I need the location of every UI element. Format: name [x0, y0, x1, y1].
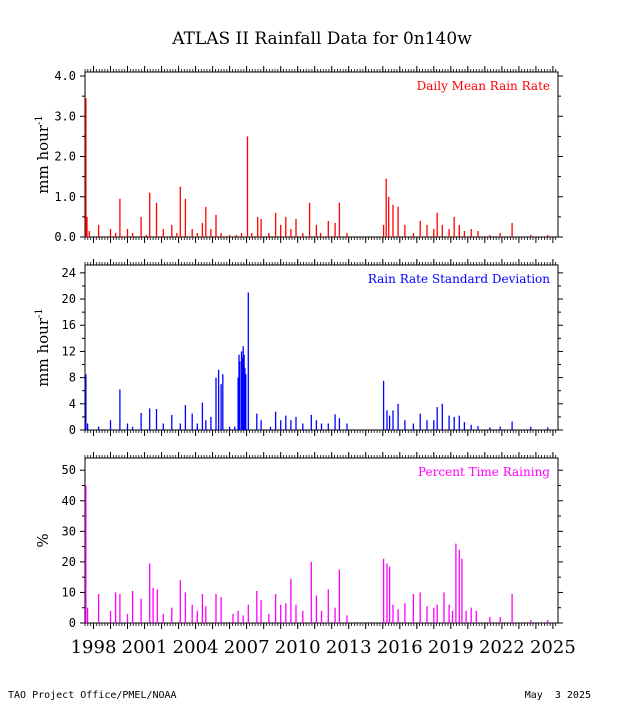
y-axis-label: % [34, 533, 52, 547]
y-tick-label: 16 [62, 318, 76, 332]
y-tick-label: 10 [62, 585, 76, 599]
y-tick-label: 24 [62, 266, 76, 280]
series-label: Daily Mean Rain Rate [417, 79, 550, 93]
panel-rain-std: 0 4 8 12 16 20 24 mm hour-1 Rain Rate Standard D… [34, 259, 563, 437]
x-minor-ticks [84, 452, 557, 629]
bars-rain-std [85, 292, 549, 430]
x-tick-label: 2007 [224, 637, 270, 658]
x-tick-label: 2001 [122, 637, 168, 658]
x-tick-label: 2016 [377, 637, 423, 658]
series-label: Rain Rate Standard Deviation [368, 272, 550, 286]
y-tick-label: 2.0 [54, 150, 76, 164]
y-tick-label: 8 [69, 371, 76, 385]
panels-group: 0.0 1.0 2.0 3.0 4.0 mm hour-1 Daily Mean Rain … [34, 66, 563, 630]
footer-credit: TAO Project Office/PMEL/NOAA [8, 690, 177, 701]
y-axis-label: mm hour-1 [34, 115, 52, 194]
y-tick-label: 20 [62, 292, 76, 306]
x-tick-label: 2004 [173, 637, 219, 658]
y-tick-label: 4.0 [54, 69, 76, 83]
bars-percent-raining [85, 485, 549, 623]
panel-frame [84, 264, 559, 431]
bars-rain-rate [85, 98, 549, 237]
y-tick-label: 3.0 [54, 109, 76, 123]
x-tick-label: 2022 [479, 637, 525, 658]
panel-frame [84, 457, 559, 624]
y-tick-label: 40 [62, 494, 76, 508]
panel-percent-raining: 0 10 20 30 40 50% Percent Time Raining [34, 452, 563, 630]
x-tick-label: 2019 [428, 637, 474, 658]
y-tick-label: 4 [69, 397, 76, 411]
y-tick-label: 20 [62, 555, 76, 569]
x-tick-label: 2013 [326, 637, 372, 658]
x-tick-label: 2010 [275, 637, 321, 658]
panel-rain-rate: 0.0 1.0 2.0 3.0 4.0 mm hour-1 Daily Mean Rain … [34, 66, 563, 244]
y-tick-label: 12 [62, 344, 76, 358]
x-axis: 1998 2001 2004 2007 2010 2013 2016 2019 2022 2025 [71, 637, 576, 658]
y-tick-label: 0.0 [54, 230, 76, 244]
footer-date: May 3 2025 [524, 690, 591, 701]
y-tick-label: 1.0 [54, 190, 76, 204]
panel-frame [84, 71, 559, 238]
x-tick-label: 2025 [530, 637, 576, 658]
x-tick-label: 1998 [71, 637, 117, 658]
series-label: Percent Time Raining [418, 465, 550, 479]
y-axis-label: mm hour-1 [34, 308, 52, 387]
chart-title: ATLAS II Rainfall Data for 0n140w [171, 29, 472, 49]
y-tick-label: 30 [62, 524, 76, 538]
x-minor-ticks [84, 66, 557, 243]
x-minor-ticks [84, 259, 557, 436]
y-tick-label: 0 [69, 423, 76, 437]
y-tick-label: 0 [69, 616, 76, 630]
y-tick-label: 50 [62, 463, 76, 477]
